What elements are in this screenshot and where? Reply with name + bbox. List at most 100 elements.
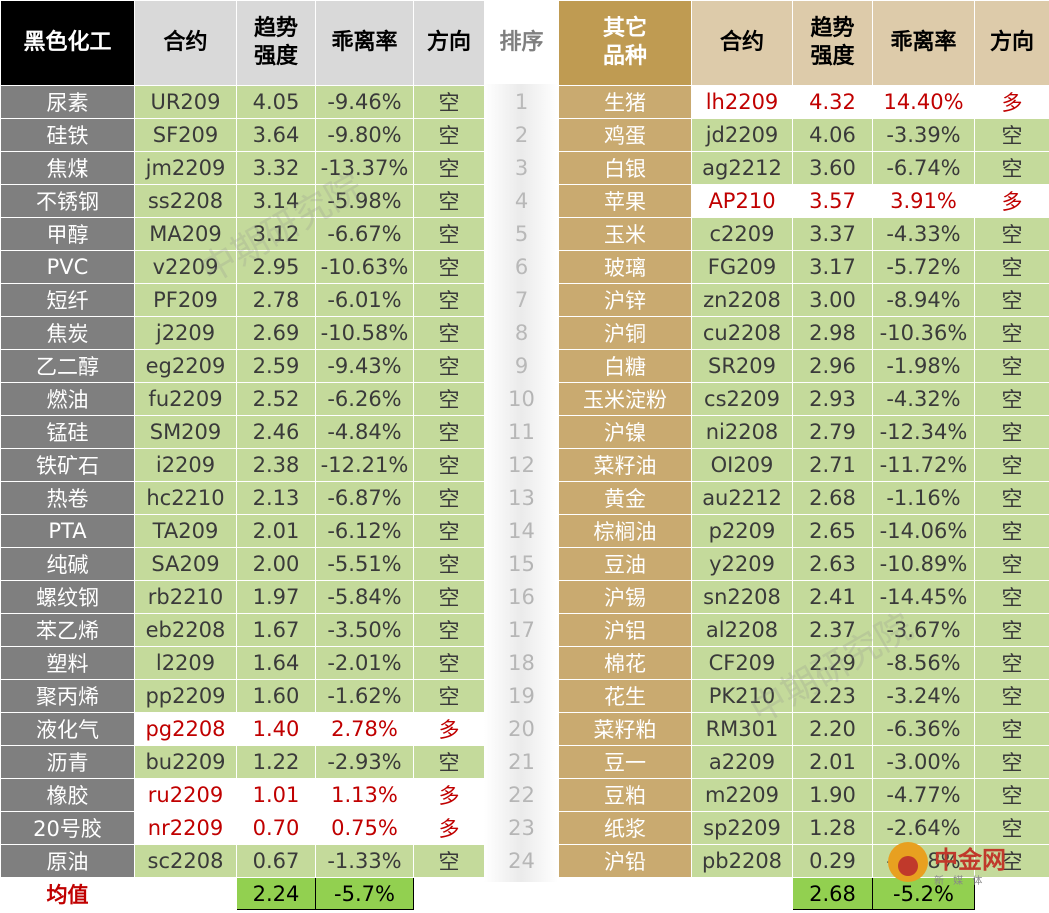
right-deviation: -14.45% — [872, 580, 975, 614]
right-variety-name: 菜籽粕 — [558, 712, 692, 746]
left-contract: i2209 — [134, 448, 237, 482]
right-trend-strength: 2.71 — [792, 448, 873, 482]
rank-number: 3 — [484, 151, 559, 185]
right-contract: au2212 — [691, 481, 793, 515]
left-contract: v2209 — [134, 250, 237, 284]
left-variety-name: PVC — [0, 250, 135, 284]
left-trend-strength: 1.64 — [236, 646, 316, 680]
right-variety-name: 棕榈油 — [558, 514, 692, 548]
right-contract: ag2212 — [691, 151, 793, 185]
right-direction: 空 — [974, 481, 1049, 515]
header-row: 黑色化工 合约 趋势 强度 乖离率 方向 排序 其它 品种 合约 趋势 强度 乖… — [0, 0, 1049, 86]
right-trend-strength: 3.17 — [792, 250, 873, 284]
right-direction: 空 — [974, 712, 1049, 746]
rank-number: 16 — [484, 580, 559, 614]
right-trend-strength: 2.01 — [792, 745, 873, 779]
left-contract: eg2209 — [134, 349, 237, 383]
right-variety-name: 沪锌 — [558, 283, 692, 317]
right-variety-name: 豆粕 — [558, 778, 692, 812]
right-direction: 空 — [974, 745, 1049, 779]
left-trend-strength: 1.60 — [236, 679, 316, 713]
header-contract-right: 合约 — [691, 0, 793, 86]
left-deviation: -6.26% — [315, 382, 414, 416]
left-variety-name: 橡胶 — [0, 778, 135, 812]
left-variety-name: 短纤 — [0, 283, 135, 317]
right-deviation: -3.00% — [872, 745, 975, 779]
left-deviation: -5.98% — [315, 184, 414, 218]
left-direction: 空 — [413, 283, 485, 317]
right-deviation: -4.32% — [872, 382, 975, 416]
left-trend-strength: 2.13 — [236, 481, 316, 515]
right-deviation: -14.06% — [872, 514, 975, 548]
average-left-strength: 2.24 — [236, 877, 316, 910]
right-variety-name: 纸浆 — [558, 811, 692, 845]
right-deviation: -4.33% — [872, 217, 975, 251]
left-trend-strength: 2.01 — [236, 514, 316, 548]
left-deviation: 1.13% — [315, 778, 414, 812]
right-variety-name: 黄金 — [558, 481, 692, 515]
left-deviation: -10.58% — [315, 316, 414, 350]
table-row: 沥青 bu2209 1.22 -2.93% 空 21 豆一 a2209 2.01 -3.00% 空 — [0, 745, 1049, 779]
left-variety-name: 沥青 — [0, 745, 135, 779]
left-direction: 空 — [413, 184, 485, 218]
right-contract: zn2208 — [691, 283, 793, 317]
right-direction: 空 — [974, 118, 1049, 152]
table-row: 锰硅 SM209 2.46 -4.84% 空 11 沪镍 ni2208 2.79 -12.34% 空 — [0, 415, 1049, 449]
left-variety-name: 焦炭 — [0, 316, 135, 350]
left-variety-name: 铁矿石 — [0, 448, 135, 482]
right-trend-strength: 3.57 — [792, 184, 873, 218]
right-contract: FG209 — [691, 250, 793, 284]
left-direction: 多 — [413, 811, 485, 845]
right-deviation: -5.72% — [872, 250, 975, 284]
left-variety-name: 液化气 — [0, 712, 135, 746]
header-deviation-left: 乖离率 — [315, 0, 414, 86]
left-variety-name: 塑料 — [0, 646, 135, 680]
average-blank — [974, 877, 1049, 910]
table-row: 苯乙烯 eb2208 1.67 -3.50% 空 17 沪铝 al2208 2.37 -3.67%… — [0, 613, 1049, 647]
left-contract: UR209 — [134, 85, 237, 119]
right-trend-strength: 1.28 — [792, 811, 873, 845]
right-direction: 空 — [974, 580, 1049, 614]
table-row: 纯碱 SA209 2.00 -5.51% 空 15 豆油 y2209 2.63 -10.89% 空 — [0, 547, 1049, 581]
right-trend-strength: 2.20 — [792, 712, 873, 746]
right-variety-name: 菜籽油 — [558, 448, 692, 482]
left-trend-strength: 0.70 — [236, 811, 316, 845]
left-trend-strength: 2.00 — [236, 547, 316, 581]
right-trend-strength: 2.79 — [792, 415, 873, 449]
right-direction: 空 — [974, 151, 1049, 185]
rank-number: 9 — [484, 349, 559, 383]
left-contract: ss2208 — [134, 184, 237, 218]
average-label: 均值 — [0, 877, 135, 910]
left-contract: nr2209 — [134, 811, 237, 845]
right-deviation: -10.36% — [872, 316, 975, 350]
right-variety-name: 沪铜 — [558, 316, 692, 350]
left-variety-name: 苯乙烯 — [0, 613, 135, 647]
rank-number: 20 — [484, 712, 559, 746]
rank-number: 5 — [484, 217, 559, 251]
header-direction-left: 方向 — [413, 0, 485, 86]
left-contract: TA209 — [134, 514, 237, 548]
rank-number: 23 — [484, 811, 559, 845]
left-direction: 空 — [413, 316, 485, 350]
left-contract: MA209 — [134, 217, 237, 251]
right-contract: PK210 — [691, 679, 793, 713]
left-trend-strength: 1.97 — [236, 580, 316, 614]
rank-number: 6 — [484, 250, 559, 284]
left-contract: hc2210 — [134, 481, 237, 515]
left-trend-strength: 2.52 — [236, 382, 316, 416]
average-row: 均值 2.24 -5.7% 2.68 -5.2% — [0, 877, 1049, 910]
left-trend-strength: 3.14 — [236, 184, 316, 218]
right-deviation: -2.64% — [872, 811, 975, 845]
rank-number: 18 — [484, 646, 559, 680]
right-direction: 空 — [974, 316, 1049, 350]
left-deviation: 2.78% — [315, 712, 414, 746]
left-deviation: -5.84% — [315, 580, 414, 614]
table-row: 铁矿石 i2209 2.38 -12.21% 空 12 菜籽油 OI209 2.71 -11.72… — [0, 448, 1049, 482]
right-trend-strength: 3.60 — [792, 151, 873, 185]
left-deviation: -6.12% — [315, 514, 414, 548]
left-deviation: -10.63% — [315, 250, 414, 284]
table-row: 聚丙烯 pp2209 1.60 -1.62% 空 19 花生 PK210 2.23 -3.24% 空 — [0, 679, 1049, 713]
right-direction: 空 — [974, 217, 1049, 251]
left-direction: 空 — [413, 745, 485, 779]
